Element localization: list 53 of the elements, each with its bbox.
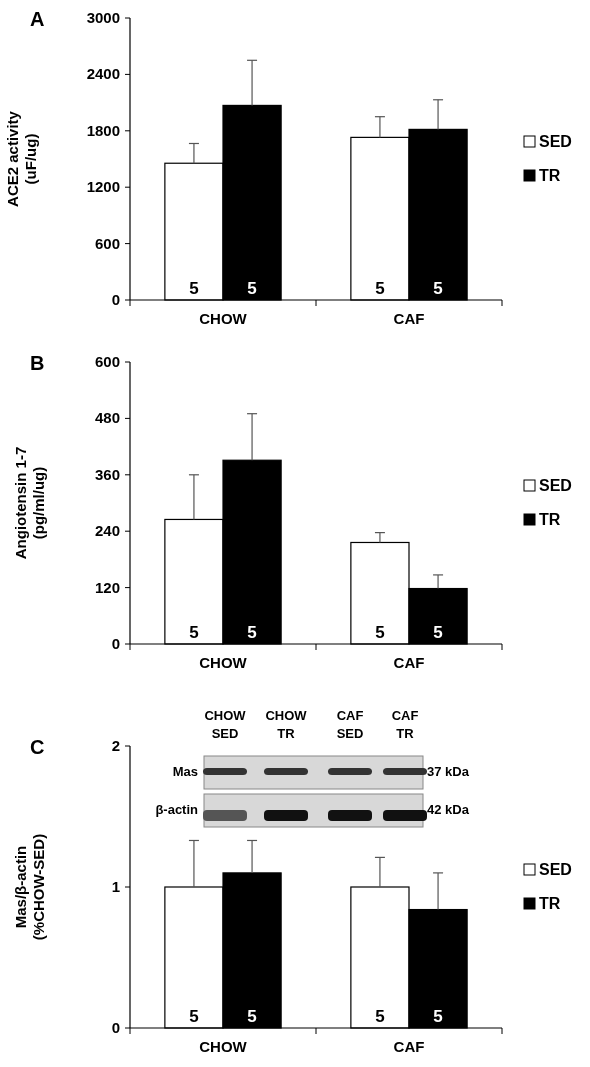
annotation: 5 — [433, 623, 443, 642]
annotation: 5 — [433, 279, 443, 298]
chart-title: A — [30, 8, 45, 30]
y-tick-label: 0 — [111, 1019, 120, 1036]
chart-title: C — [30, 736, 45, 758]
annotation: 5 — [247, 623, 257, 642]
text: CHOW SED — [204, 708, 247, 741]
x-tick-label: CHOW — [199, 654, 248, 671]
legend-label: TR — [539, 511, 561, 528]
y-tick-label: 120 — [94, 578, 120, 596]
legend-label: SED — [539, 133, 572, 150]
y-tick-label: 1200 — [86, 178, 120, 196]
x-tick-label: CHOW — [199, 1038, 248, 1055]
annotation: 5 — [247, 279, 257, 298]
chart-title: B — [30, 352, 45, 374]
y-tick-label: 2 — [111, 737, 120, 754]
annotation: 37 kDa — [427, 764, 470, 779]
y-tick-label: 600 — [94, 353, 120, 370]
annotation: 5 — [375, 279, 385, 298]
x-tick-label: CHOW — [199, 310, 248, 327]
legend-label: TR — [539, 167, 561, 184]
y-tick-label: 1 — [111, 878, 120, 895]
legend-label: SED — [539, 477, 572, 494]
y-tick-label: 360 — [94, 465, 120, 483]
x-tick-label: CAF — [393, 654, 425, 671]
annotation: β-actin — [155, 802, 199, 817]
legend-label: TR — [539, 895, 561, 912]
y-tick-label: 480 — [94, 409, 120, 427]
annotation: 42 kDa — [427, 802, 470, 817]
y-tick-label: 1800 — [86, 121, 120, 139]
x-tick-label: CAF — [393, 310, 425, 327]
y-axis-title: Angiotensin 1-7 (pg/ml/ug) — [12, 446, 47, 560]
annotation: 5 — [247, 1007, 257, 1026]
y-tick-label: 0 — [111, 291, 120, 308]
annotation: 5 — [189, 623, 199, 642]
y-tick-label: 600 — [94, 234, 120, 252]
y-tick-label: 2400 — [86, 65, 120, 83]
text: CAF SED — [336, 708, 364, 741]
annotation: 5 — [189, 1007, 199, 1026]
legend-label: SED — [539, 861, 572, 878]
y-tick-label: 0 — [111, 635, 120, 652]
text: CAF TR — [391, 708, 419, 741]
x-tick-label: CAF — [393, 1038, 425, 1055]
annotation: Mas — [172, 764, 198, 779]
text: CHOW TR — [265, 708, 308, 741]
y-axis-title: Mas/β-actin (%CHOW-SED) — [12, 833, 47, 941]
annotation: 5 — [433, 1007, 443, 1026]
y-tick-label: 3000 — [86, 9, 120, 26]
annotation: 5 — [189, 279, 199, 298]
y-axis-title: ACE2 activity (uF/ug) — [4, 110, 39, 207]
annotation: 5 — [375, 1007, 385, 1026]
annotation: 5 — [375, 623, 385, 642]
y-tick-label: 240 — [94, 522, 120, 540]
